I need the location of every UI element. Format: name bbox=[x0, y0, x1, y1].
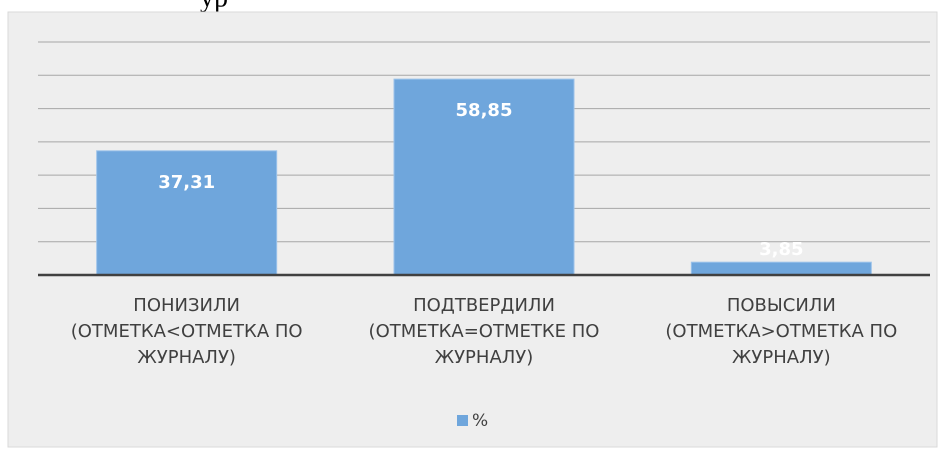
data-label: 58,85 bbox=[456, 100, 513, 121]
bar bbox=[96, 150, 278, 276]
bar bbox=[690, 261, 872, 276]
data-label: 37,31 bbox=[158, 172, 215, 193]
legend-label: % bbox=[472, 411, 488, 431]
x-tick-label: ПОДТВЕРДИЛИ (ОТМЕТКА=ОТМЕТКЕ ПО ЖУРНАЛУ) bbox=[368, 295, 600, 368]
x-tick-label: ПОВЫСИЛИ (ОТМЕТКА>ОТМЕТКА ПО ЖУРНАЛУ) bbox=[665, 295, 898, 368]
legend-swatch bbox=[457, 415, 468, 426]
x-tick-label: ПОНИЗИЛИ (ОТМЕТКА<ОТМЕТКА ПО ЖУРНАЛУ) bbox=[70, 295, 303, 368]
bar bbox=[393, 78, 575, 276]
data-label: 3,85 bbox=[759, 239, 803, 260]
heading: ур bbox=[200, 0, 228, 13]
